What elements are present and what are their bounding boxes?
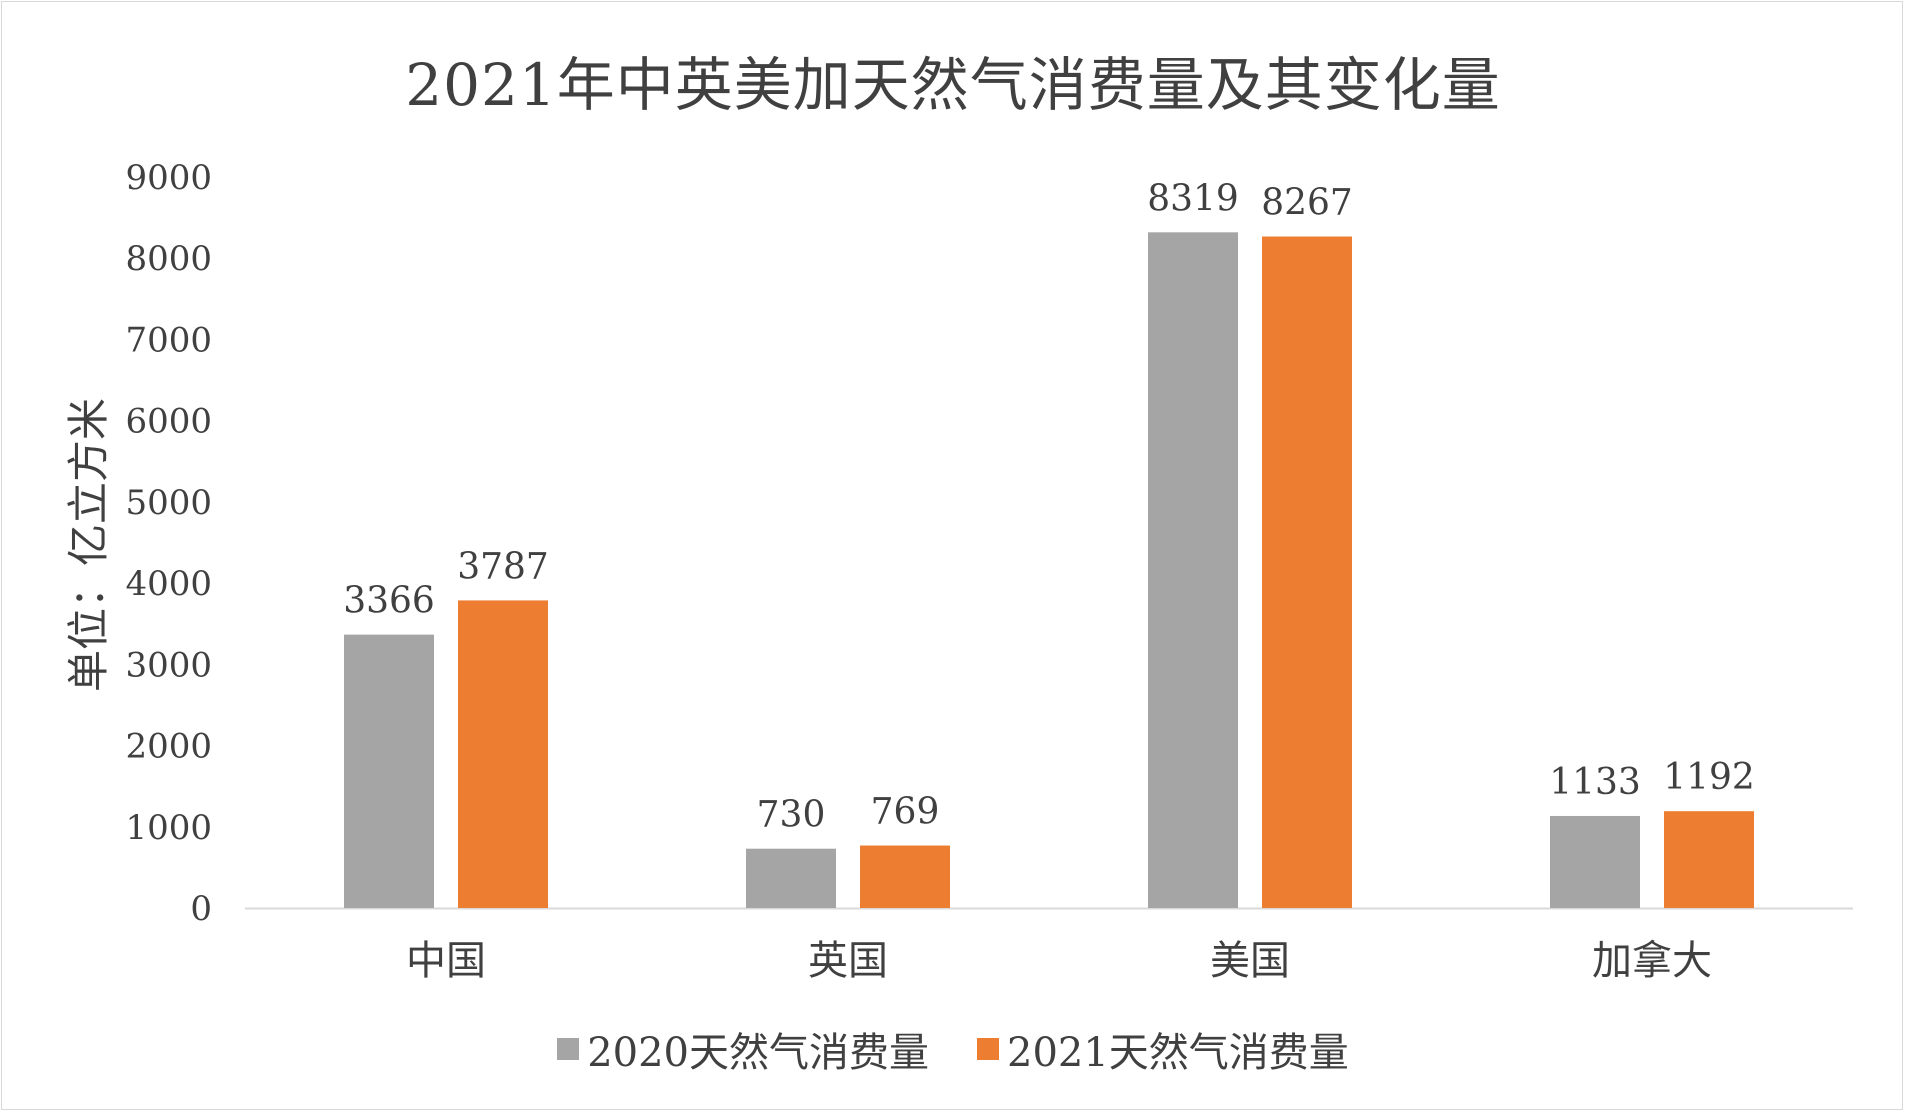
data-label: 1192 bbox=[1663, 757, 1755, 798]
data-label: 1133 bbox=[1549, 762, 1641, 803]
y-tick-label: 1000 bbox=[125, 808, 212, 848]
y-tick-label: 3000 bbox=[125, 645, 212, 685]
x-tick-label: 英国 bbox=[808, 938, 888, 984]
bar bbox=[344, 634, 434, 908]
x-tick-label: 中国 bbox=[406, 938, 486, 984]
data-label: 730 bbox=[757, 795, 826, 836]
x-tick-label: 加拿大 bbox=[1592, 938, 1712, 984]
chart-title: 2021年中英美加天然气消费量及其变化量 bbox=[405, 51, 1501, 119]
bar bbox=[458, 600, 548, 908]
y-tick-label: 7000 bbox=[125, 320, 212, 360]
legend-swatch-2021 bbox=[977, 1038, 999, 1060]
y-tick-label: 9000 bbox=[125, 158, 212, 198]
y-tick-label: 2000 bbox=[125, 727, 212, 767]
bar bbox=[860, 845, 950, 908]
data-label: 769 bbox=[871, 792, 940, 833]
bar bbox=[1664, 811, 1754, 908]
legend-item-2020: 2020天然气消费量 bbox=[557, 1020, 929, 1078]
y-tick-label: 5000 bbox=[125, 483, 212, 523]
legend-swatch-2020 bbox=[557, 1038, 580, 1060]
data-label: 8267 bbox=[1261, 183, 1353, 224]
legend-label-2021: 2021天然气消费量 bbox=[1007, 1030, 1349, 1076]
bar bbox=[1262, 236, 1352, 908]
y-axis-label: 单位：亿立方米 bbox=[64, 398, 113, 692]
bar bbox=[746, 848, 836, 908]
data-label: 8319 bbox=[1147, 178, 1239, 219]
legend-item-2021: 2021天然气消费量 bbox=[977, 1020, 1349, 1078]
x-tick-label: 美国 bbox=[1210, 938, 1290, 984]
legend: 2020天然气消费量 2021天然气消费量 bbox=[0, 1020, 1906, 1078]
data-label: 3787 bbox=[457, 546, 549, 587]
bar bbox=[1550, 815, 1640, 908]
y-tick-label: 4000 bbox=[125, 564, 212, 604]
legend-label-2020: 2020天然气消费量 bbox=[587, 1030, 929, 1076]
data-label: 3366 bbox=[343, 581, 435, 622]
y-tick-label: 6000 bbox=[125, 402, 212, 442]
bar bbox=[1148, 232, 1238, 909]
y-tick-label: 8000 bbox=[125, 239, 212, 279]
y-tick-label: 0 bbox=[190, 889, 212, 929]
